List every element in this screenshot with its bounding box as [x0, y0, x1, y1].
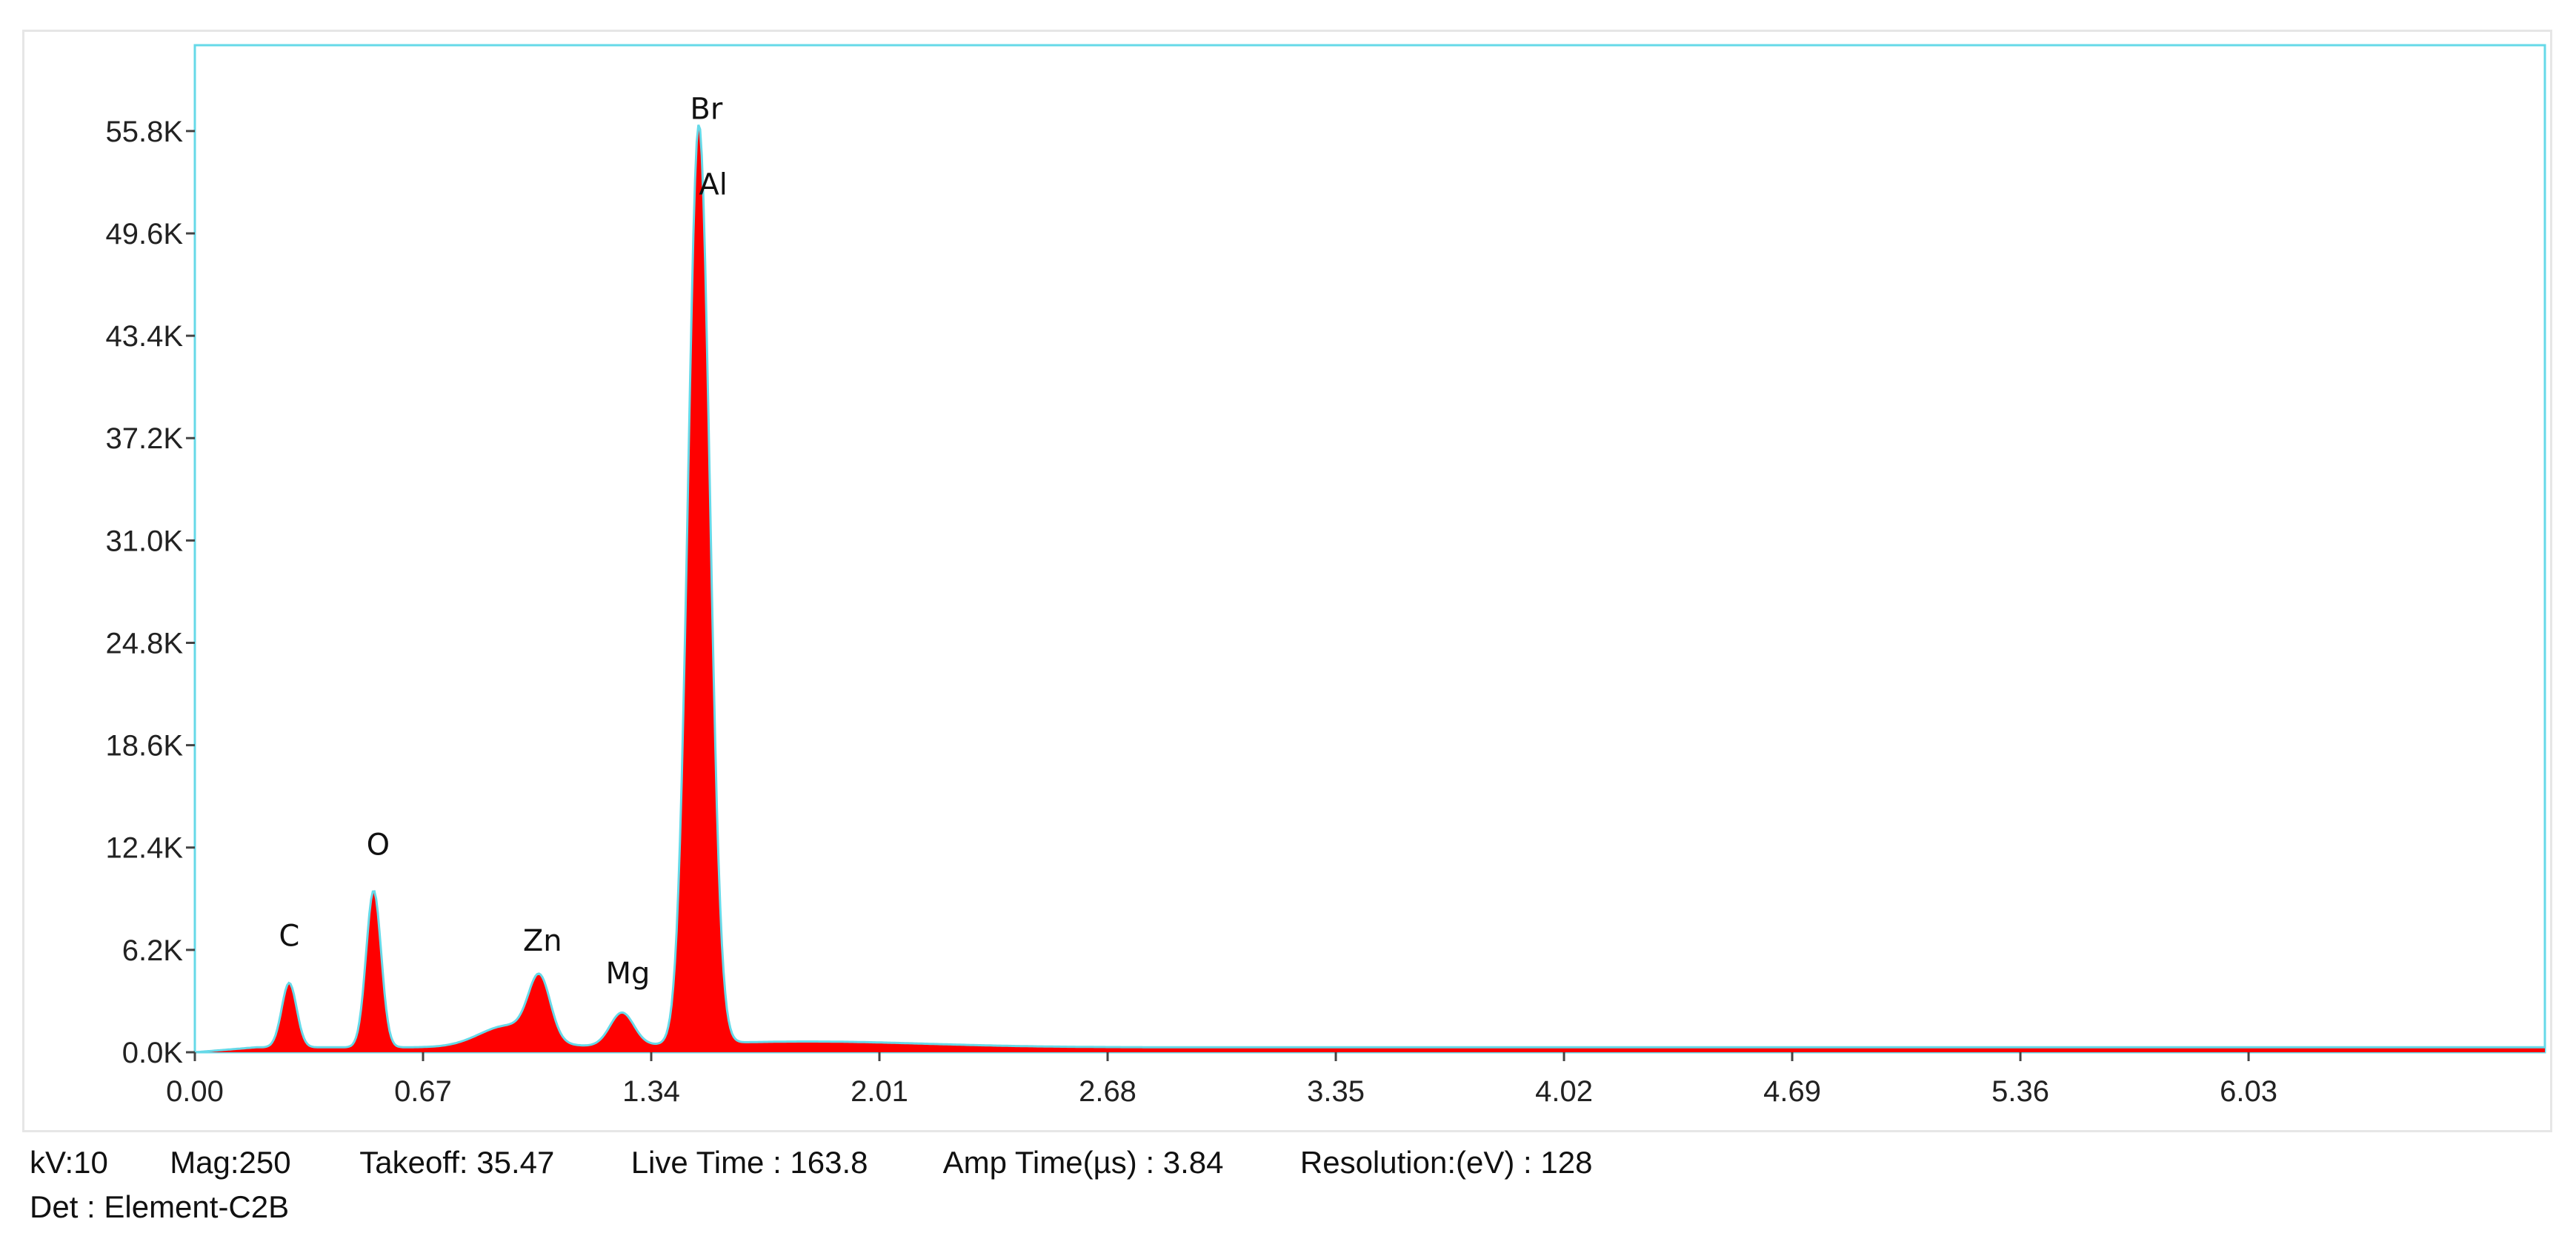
meta-amp-time: Amp Time(µs) : 3.84	[942, 1145, 1224, 1180]
y-tick-label: 49.6K	[105, 218, 183, 250]
metadata-line-1: kV:10 Mag:250 Takeoff: 35.47 Live Time :…	[30, 1145, 1592, 1180]
x-tick-label: 0.00	[166, 1075, 224, 1108]
y-tick-label: 55.8K	[105, 116, 183, 148]
x-tick-label: 6.03	[2220, 1075, 2277, 1108]
y-tick-label: 37.2K	[105, 422, 183, 455]
x-tick-label: 4.02	[1535, 1075, 1593, 1108]
meta-detector: Det : Element-C2B	[30, 1189, 290, 1224]
y-tick-label: 24.8K	[105, 627, 183, 660]
x-tick-label: 5.36	[1991, 1075, 2049, 1108]
peak-label-zn: Zn	[523, 924, 562, 958]
x-tick-label: 2.68	[1079, 1075, 1136, 1108]
chart-frame: 0.0K 6.2K 12.4K 18.6K 24.8K 31.0K 37.2K 43.4K 49…	[22, 30, 2552, 1132]
peak-label-br: Br	[690, 92, 722, 126]
meta-live-time: Live Time : 163.8	[630, 1145, 868, 1180]
meta-resolution: Resolution:(eV) : 128	[1299, 1145, 1593, 1180]
meta-kv: kV:10	[30, 1145, 108, 1180]
peak-label-c: C	[279, 919, 299, 953]
y-tick-label: 0.0K	[122, 1037, 184, 1069]
metadata-line-2: Det : Element-C2B	[30, 1189, 289, 1225]
plot-area-border	[193, 44, 2546, 1054]
y-tick-label: 31.0K	[105, 525, 183, 557]
y-tick-label: 12.4K	[105, 832, 183, 865]
y-tick-label: 6.2K	[122, 934, 184, 967]
x-tick-label: 0.67	[394, 1075, 452, 1108]
eds-spectrum-chart: 0.0K 6.2K 12.4K 18.6K 24.8K 31.0K 37.2K 43.4K 49…	[105, 44, 2546, 1108]
y-tick-label: 43.4K	[105, 320, 183, 353]
x-tick-label: 1.34	[622, 1075, 680, 1108]
peak-label-al: Al	[699, 168, 727, 202]
spectrum-fill	[195, 124, 2545, 1052]
x-tick-label: 4.69	[1763, 1075, 1821, 1108]
spectrum-outline	[194, 124, 2545, 1054]
meta-mag: Mag:250	[170, 1145, 291, 1180]
meta-takeoff: Takeoff: 35.47	[359, 1145, 555, 1180]
y-tick-label: 18.6K	[105, 730, 183, 763]
peak-label-mg: Mg	[606, 957, 650, 991]
x-tick-label: 2.01	[851, 1075, 908, 1108]
x-tick-label: 3.35	[1307, 1075, 1365, 1108]
peak-label-o: O	[367, 828, 390, 863]
